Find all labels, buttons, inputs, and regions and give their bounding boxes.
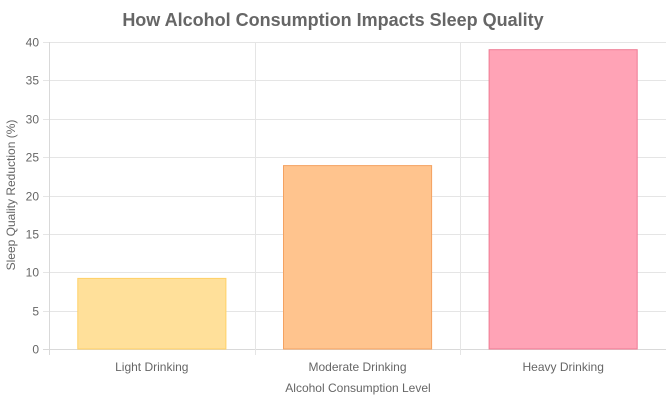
bars xyxy=(77,49,638,350)
bar-moderate-drinking xyxy=(283,165,433,350)
y-tick-label: 0 xyxy=(32,343,39,357)
y-tick-label: 5 xyxy=(32,305,39,319)
y-tick-label: 15 xyxy=(26,228,40,242)
x-axis-ticks: Light Drinking Moderate Drinking Heavy Dri… xyxy=(115,360,604,374)
y-axis-label: Sleep Quality Reduction (%) xyxy=(4,120,18,271)
x-axis-label: Alcohol Consumption Level xyxy=(285,381,430,395)
bar-heavy-drinking xyxy=(488,49,638,350)
y-tick-label: 20 xyxy=(26,190,40,204)
y-tick-label: 40 xyxy=(26,36,40,50)
bar-light-drinking xyxy=(77,277,227,350)
chart-title: How Alcohol Consumption Impacts Sleep Qu… xyxy=(122,10,543,30)
y-tick-label: 30 xyxy=(26,113,40,127)
y-axis-ticks: 0 5 10 15 20 25 30 35 40 xyxy=(26,36,40,357)
x-tick-label: Light Drinking xyxy=(115,360,188,374)
y-tick-label: 35 xyxy=(26,74,40,88)
y-tick-label: 25 xyxy=(26,151,40,165)
x-tick-label: Heavy Drinking xyxy=(523,360,604,374)
y-tick-label: 10 xyxy=(26,266,40,280)
x-tick-label: Moderate Drinking xyxy=(308,360,406,374)
